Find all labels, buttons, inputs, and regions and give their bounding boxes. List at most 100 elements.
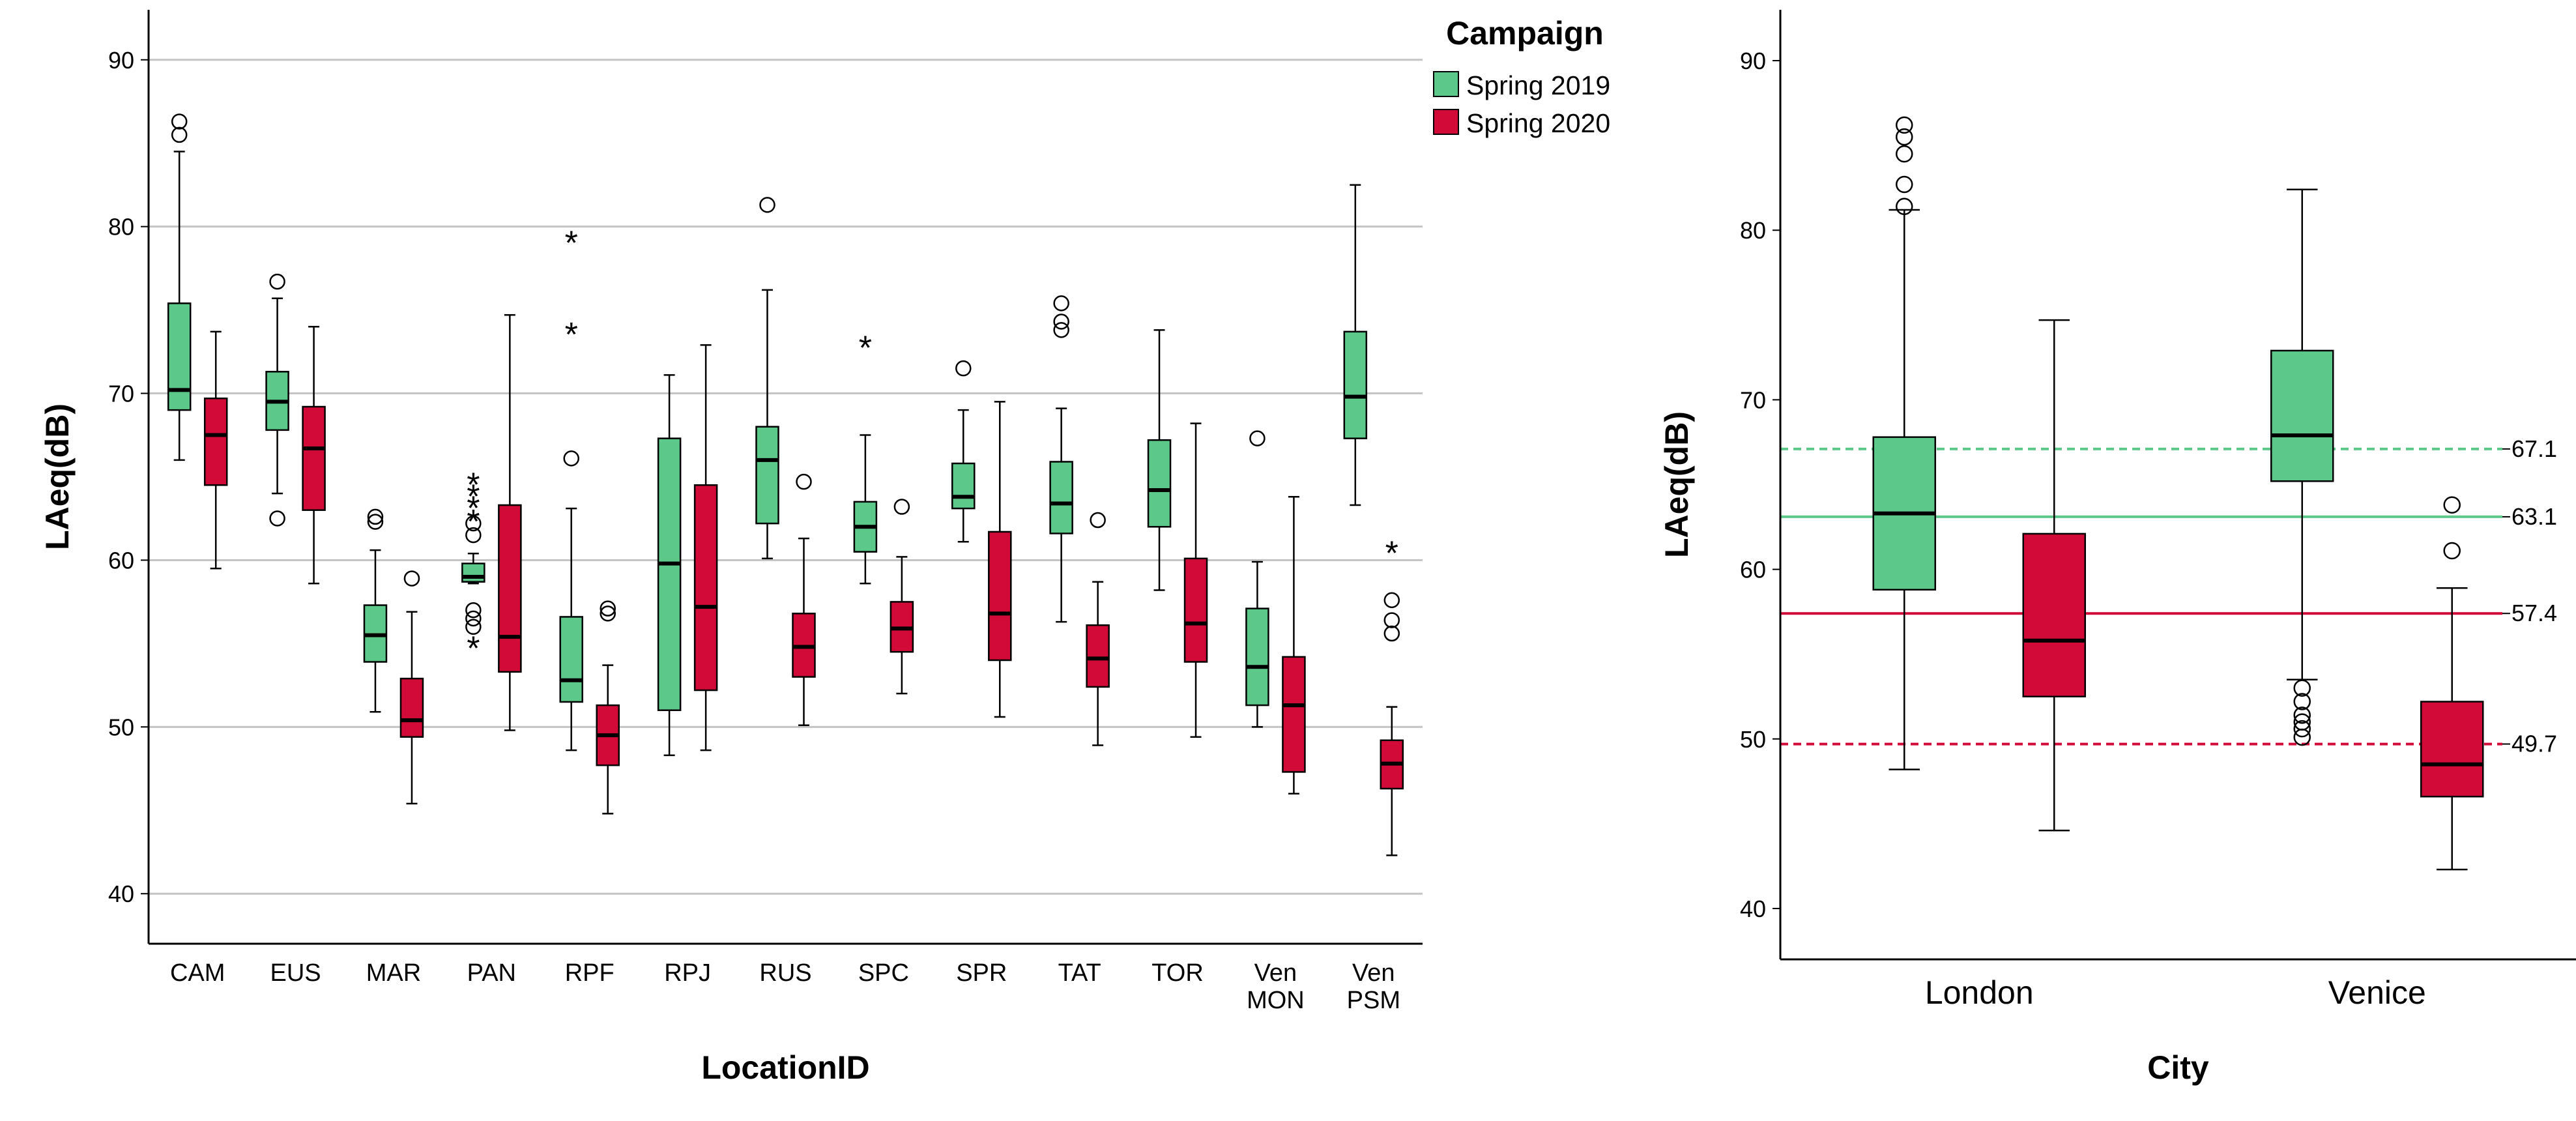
box-spring-2019-venice-outlier — [2293, 679, 2311, 697]
box-spring-2019-tor — [1147, 439, 1172, 528]
y-axis-title: LAeq(dB) — [1658, 411, 1695, 558]
box-spring-2019-tat-outlier — [1053, 322, 1069, 338]
y-tick-label: 90 — [108, 47, 134, 74]
box-spring-2019-eus-outlier — [269, 273, 285, 290]
y-tick-label: 40 — [1740, 895, 1766, 922]
box-spring-2020-cam — [203, 397, 228, 486]
category-label: SPC — [858, 959, 909, 987]
box-spring-2019-cam-outlier — [171, 126, 188, 143]
box-spring-2019-rpj — [657, 437, 682, 711]
category-label: CAM — [170, 959, 225, 987]
box-spring-2020-ven-psm-outlier — [1383, 625, 1400, 642]
category-label: Ven — [1352, 959, 1395, 987]
box-spring-2019-ven-mon — [1245, 607, 1269, 706]
box-spring-2020-ven-psm-outlier — [1383, 612, 1400, 628]
box-spring-2019-venice — [2270, 349, 2334, 482]
box-spring-2019-london-outlier — [1896, 128, 1913, 146]
category-label: Ven — [1254, 959, 1297, 987]
box-spring-2019-venice-outlier — [2293, 720, 2311, 738]
category-label: TOR — [1151, 959, 1204, 987]
box-spring-2020-ven-psm-extreme: * — [1385, 534, 1398, 572]
y-tick-label: 70 — [108, 381, 134, 407]
box-spring-2019-pan-extreme: * — [467, 489, 480, 527]
box-spring-2020-spc-outlier — [893, 499, 910, 515]
box-spring-2019-london-outlier — [1896, 197, 1913, 216]
y-tick-label: 50 — [108, 714, 134, 740]
legend-label-spring-2020: Spring 2020 — [1466, 108, 1610, 138]
box-spring-2020-london — [2022, 532, 2086, 697]
box-spring-2019-ven-mon-outlier — [1249, 430, 1266, 446]
box-spring-2019-mar-outlier — [367, 514, 384, 530]
reference-line-label: 67.1 — [2511, 435, 2557, 462]
category-label: London — [1925, 974, 2034, 1011]
y-tick-label: 70 — [1740, 386, 1766, 413]
box-spring-2020-rus-outlier — [796, 473, 812, 490]
category-label: EUS — [270, 959, 321, 987]
x-axis-title: LocationID — [701, 1049, 869, 1086]
legend-swatch-spring-2019 — [1433, 71, 1459, 97]
box-spring-2019-spc-extreme: * — [859, 330, 872, 368]
category-label: PAN — [467, 959, 516, 987]
legend-title: Campaign — [1446, 15, 1604, 51]
box-spring-2020-rpf-outlier — [600, 600, 616, 617]
y-tick-label: 40 — [108, 881, 134, 907]
y-tick-label: 90 — [1740, 48, 1766, 74]
box-spring-2019-london-outlier — [1896, 116, 1913, 134]
box-spring-2019-tat — [1049, 461, 1073, 534]
box-spring-2019-rus-outlier — [759, 197, 775, 213]
box-spring-2019-pan-outlier — [465, 619, 482, 635]
category-label: MON — [1247, 987, 1305, 1014]
reference-line-label: 57.4 — [2511, 600, 2557, 626]
category-label: RPF — [565, 959, 615, 987]
box-spring-2019-cam — [167, 302, 192, 411]
y-tick-label: 80 — [108, 214, 134, 240]
box-spring-2019-eus-outlier — [269, 510, 285, 527]
box-spring-2019-cam-outlier — [171, 113, 188, 130]
category-label: RUS — [759, 959, 811, 987]
box-spring-2020-ven-mon — [1282, 656, 1306, 773]
box-spring-2019-rus — [755, 426, 779, 525]
box-spring-2019-pan-outlier — [465, 527, 482, 544]
box-spring-2019-pan-extreme: * — [467, 467, 480, 504]
box-spring-2019-pan-extreme: * — [467, 630, 480, 667]
legend: Campaign Spring 2019 Spring 2020 — [1433, 15, 1610, 138]
legend-label-spring-2019: Spring 2019 — [1466, 70, 1610, 100]
y-axis-title: LAeq(dB) — [39, 403, 76, 550]
reference-line-label: 63.1 — [2511, 503, 2557, 530]
box-spring-2019-pan-outlier — [465, 602, 482, 619]
box-spring-2019-rpf — [559, 616, 583, 703]
box-spring-2019-tat-outlier — [1053, 295, 1069, 312]
category-label: PSM — [1347, 987, 1400, 1014]
box-spring-2019-venice-outlier — [2293, 706, 2311, 724]
box-spring-2020-spr — [988, 531, 1012, 662]
category-label: SPR — [956, 959, 1007, 987]
box-spring-2019-venice-outlier — [2293, 713, 2311, 731]
box-spring-2019-tat-outlier — [1053, 313, 1069, 330]
box-spring-2019-rpf-extreme: * — [565, 224, 578, 262]
box-spring-2019-london-outlier — [1896, 145, 1913, 163]
box-spring-2020-venice-outlier — [2443, 496, 2461, 514]
box-spring-2019-pan-extreme: * — [467, 503, 480, 541]
box-spring-2019-pan — [461, 562, 485, 583]
box-spring-2020-rpj — [693, 484, 718, 692]
box-spring-2020-eus — [302, 405, 326, 511]
category-label: Venice — [2328, 974, 2426, 1011]
y-tick-label: 60 — [1740, 557, 1766, 583]
y-tick-label: 50 — [1740, 726, 1766, 753]
box-spring-2020-tat — [1086, 624, 1110, 688]
box-spring-2020-tor — [1183, 557, 1208, 663]
box-spring-2019-london-outlier — [1896, 175, 1913, 194]
reference-line-label: 49.7 — [2511, 731, 2557, 757]
box-spring-2019-venice-outlier — [2293, 693, 2311, 710]
category-label: RPJ — [664, 959, 711, 987]
y-tick-label: 80 — [1740, 217, 1766, 244]
box-spring-2019-pan-extreme: * — [467, 478, 480, 516]
box-spring-2019-rpf-extreme: * — [565, 316, 578, 354]
box-spring-2019-pan-outlier — [465, 515, 482, 532]
x-axis-title: City — [2147, 1049, 2209, 1086]
category-label: TAT — [1058, 959, 1101, 987]
box-spring-2019-spr-outlier — [955, 360, 972, 377]
